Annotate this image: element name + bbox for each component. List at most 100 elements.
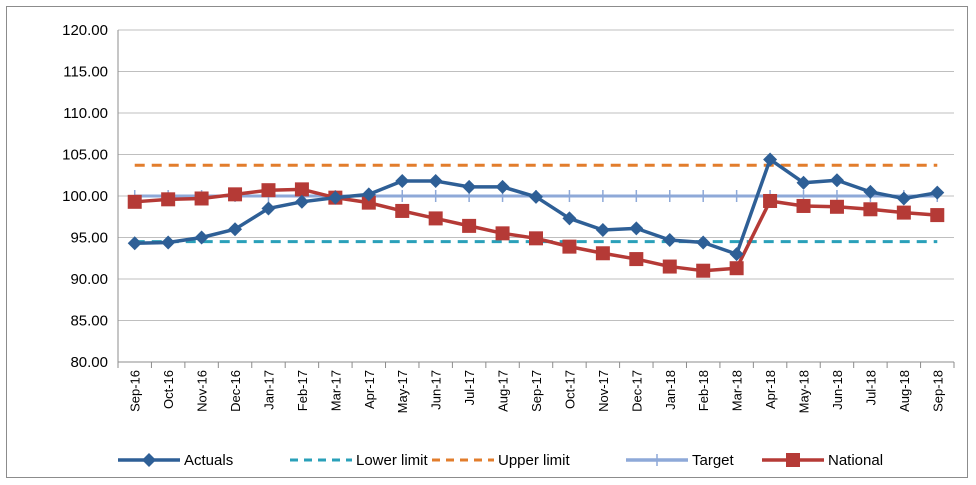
data-point-diamond bbox=[729, 247, 744, 262]
legend-item-actuals: Actuals bbox=[118, 452, 233, 469]
data-point-square bbox=[562, 239, 577, 254]
legend-label: Target bbox=[692, 452, 735, 469]
data-point-square bbox=[829, 199, 844, 214]
data-point-diamond bbox=[562, 211, 577, 226]
data-point-square bbox=[629, 252, 644, 267]
y-tick-label: 80.00 bbox=[70, 354, 108, 371]
legend-item-lower-limit: Lower limit bbox=[290, 452, 429, 469]
data-point-diamond bbox=[930, 185, 945, 200]
data-point-diamond bbox=[796, 175, 811, 190]
x-tick-label: Aug-17 bbox=[496, 370, 511, 412]
x-tick-label: Nov-16 bbox=[195, 370, 210, 412]
x-tick-label: Jun-17 bbox=[429, 370, 444, 410]
x-tick-label: Nov-17 bbox=[596, 370, 611, 412]
data-point-diamond bbox=[863, 184, 878, 199]
x-tick-label: Jan-17 bbox=[261, 370, 276, 410]
x-tick-label: Dec-16 bbox=[228, 370, 243, 412]
x-tick-label: Apr-18 bbox=[763, 370, 778, 409]
x-tick-label: Oct-17 bbox=[562, 370, 577, 409]
x-tick-label: Mar-18 bbox=[730, 370, 745, 411]
x-tick-label: Jun-18 bbox=[830, 370, 845, 410]
y-tick-label: 85.00 bbox=[70, 313, 108, 330]
x-tick-label: Mar-17 bbox=[328, 370, 343, 411]
data-point-diamond bbox=[495, 179, 510, 194]
x-tick-label: Feb-18 bbox=[696, 370, 711, 411]
data-point-square bbox=[127, 194, 142, 209]
data-point-diamond bbox=[896, 191, 911, 206]
data-point-diamond bbox=[395, 174, 410, 189]
series-actuals bbox=[127, 152, 945, 262]
x-tick-label: Jan-18 bbox=[663, 370, 678, 410]
data-point-square bbox=[786, 453, 800, 467]
data-point-square bbox=[796, 198, 811, 213]
data-point-diamond bbox=[829, 173, 844, 188]
x-tick-label: Feb-17 bbox=[295, 370, 310, 411]
y-tick-label: 100.00 bbox=[62, 188, 108, 205]
data-point-square bbox=[896, 205, 911, 220]
legend-label: Lower limit bbox=[356, 452, 429, 469]
data-point-square bbox=[228, 187, 243, 202]
y-tick-label: 110.00 bbox=[63, 105, 108, 122]
data-point-diamond bbox=[127, 236, 142, 251]
x-tick-label: Sep-18 bbox=[930, 370, 945, 412]
data-point-diamond bbox=[428, 174, 443, 189]
y-tick-label: 120.00 bbox=[62, 22, 108, 39]
data-point-diamond bbox=[662, 232, 677, 247]
data-point-diamond bbox=[696, 235, 711, 250]
data-point-square bbox=[161, 192, 176, 207]
x-tick-label: Dec-17 bbox=[629, 370, 644, 412]
data-point-diamond bbox=[595, 223, 610, 238]
series-national bbox=[127, 182, 945, 278]
y-tick-label: 90.00 bbox=[70, 271, 108, 288]
axes bbox=[117, 30, 955, 368]
x-tick-label: Sep-16 bbox=[128, 370, 143, 412]
data-point-square bbox=[763, 193, 778, 208]
legend-label: Actuals bbox=[184, 452, 233, 469]
data-point-square bbox=[395, 203, 410, 218]
data-point-square bbox=[696, 263, 711, 278]
x-tick-label: Oct-16 bbox=[161, 370, 176, 409]
y-axis-tick-labels: 80.00 85.00 90.00 95.00 100.00 105.00 110.00 11… bbox=[62, 22, 108, 371]
data-point-diamond bbox=[462, 179, 477, 194]
data-point-diamond bbox=[142, 453, 156, 467]
data-point-diamond bbox=[161, 235, 176, 250]
x-tick-label: Jul-18 bbox=[863, 370, 878, 405]
legend-item-target: Target bbox=[626, 452, 735, 469]
data-point-square bbox=[361, 195, 376, 210]
data-point-square bbox=[595, 246, 610, 261]
legend-item-national: National bbox=[762, 452, 883, 469]
data-point-square bbox=[261, 183, 276, 198]
x-tick-label: Aug-18 bbox=[897, 370, 912, 412]
data-point-diamond bbox=[763, 152, 778, 167]
legend-item-upper-limit: Upper limit bbox=[432, 452, 571, 469]
data-point-square bbox=[294, 182, 309, 197]
data-point-diamond bbox=[629, 221, 644, 236]
data-point-square bbox=[729, 261, 744, 276]
data-point-diamond bbox=[361, 187, 376, 202]
data-point-square bbox=[863, 202, 878, 217]
y-tick-label: 105.00 bbox=[62, 147, 108, 164]
data-point-diamond bbox=[529, 189, 543, 204]
data-point-square bbox=[930, 208, 945, 223]
y-tick-label: 95.00 bbox=[70, 230, 108, 247]
data-point-diamond bbox=[194, 230, 209, 245]
series-layer bbox=[127, 152, 945, 278]
data-point-diamond bbox=[294, 194, 309, 209]
data-point-square bbox=[662, 259, 677, 274]
x-axis-tick-labels: Sep-16 Oct-16 Nov-16 Dec-16 Jan-17 Feb-17 Mar-… bbox=[128, 370, 946, 413]
data-point-diamond bbox=[228, 222, 243, 237]
x-tick-label: May-17 bbox=[395, 370, 410, 413]
data-point-square bbox=[462, 218, 477, 233]
data-point-square bbox=[529, 231, 543, 246]
legend-label: Upper limit bbox=[498, 452, 571, 469]
data-point-square bbox=[428, 211, 443, 226]
x-tick-label: Sep-17 bbox=[529, 370, 544, 412]
data-point-diamond bbox=[328, 190, 343, 205]
legend-label: National bbox=[828, 452, 883, 469]
x-tick-label: Apr-17 bbox=[362, 370, 377, 409]
data-point-square bbox=[495, 226, 510, 241]
x-tick-label: May-18 bbox=[797, 370, 812, 413]
data-point-diamond bbox=[261, 201, 276, 216]
y-tick-label: 115.00 bbox=[63, 64, 108, 81]
